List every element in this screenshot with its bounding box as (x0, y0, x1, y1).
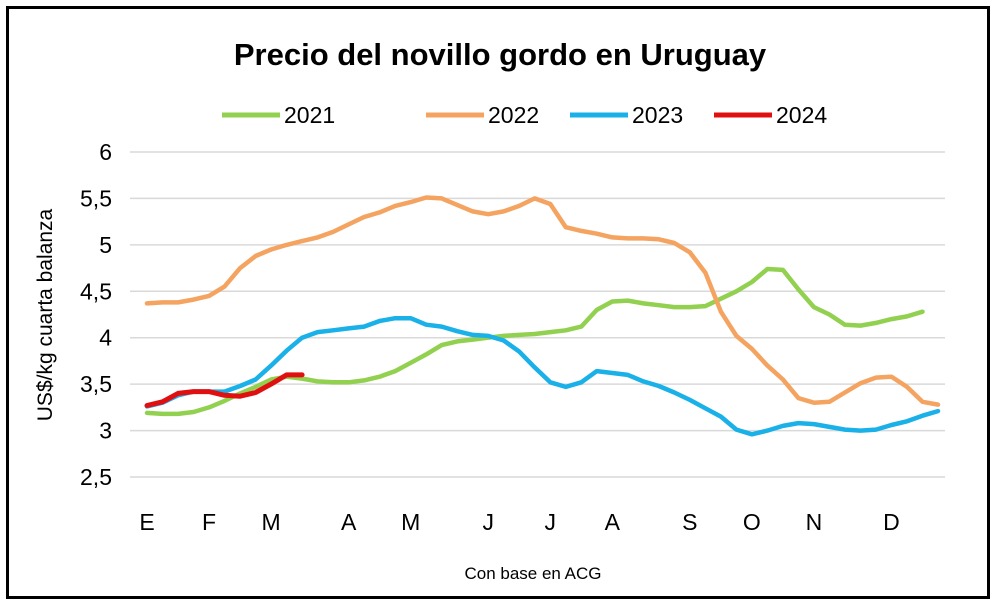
y-axis-label: US$/kg cuarta balanza (34, 208, 57, 421)
x-tick-label: F (202, 509, 216, 535)
x-tick-label: D (883, 509, 900, 535)
y-tick-label: 5 (99, 232, 112, 258)
series-line-2023 (144, 315, 941, 437)
legend-label-2024: 2024 (776, 102, 827, 128)
y-tick-label: 3,5 (80, 371, 112, 397)
chart-title: Precio del novillo gordo en Uruguay (234, 37, 767, 72)
x-tick-label: A (341, 509, 357, 535)
legend-label-2023: 2023 (632, 102, 683, 128)
legend-label-2022: 2022 (488, 102, 539, 128)
x-tick-label: J (482, 509, 494, 535)
y-tick-label: 6 (99, 139, 112, 165)
x-tick-label: M (261, 509, 280, 535)
y-tick-label: 3 (99, 418, 112, 444)
legend-label-2021: 2021 (284, 102, 335, 128)
y-tick-label: 2,5 (80, 464, 112, 490)
x-tick-label: M (401, 509, 420, 535)
x-tick-label: N (806, 509, 823, 535)
x-tick-label: J (545, 509, 557, 535)
footnote: Con base en ACG (464, 564, 601, 583)
x-tick-label: S (682, 509, 697, 535)
series-line-2024 (144, 372, 305, 408)
x-tick-label: A (605, 509, 621, 535)
x-tick-label: O (743, 509, 761, 535)
series-line-2022 (144, 195, 941, 407)
x-tick-label: E (139, 509, 154, 535)
y-tick-label: 5,5 (80, 185, 112, 211)
y-tick-label: 4,5 (80, 278, 112, 304)
y-tick-label: 4 (99, 325, 112, 351)
